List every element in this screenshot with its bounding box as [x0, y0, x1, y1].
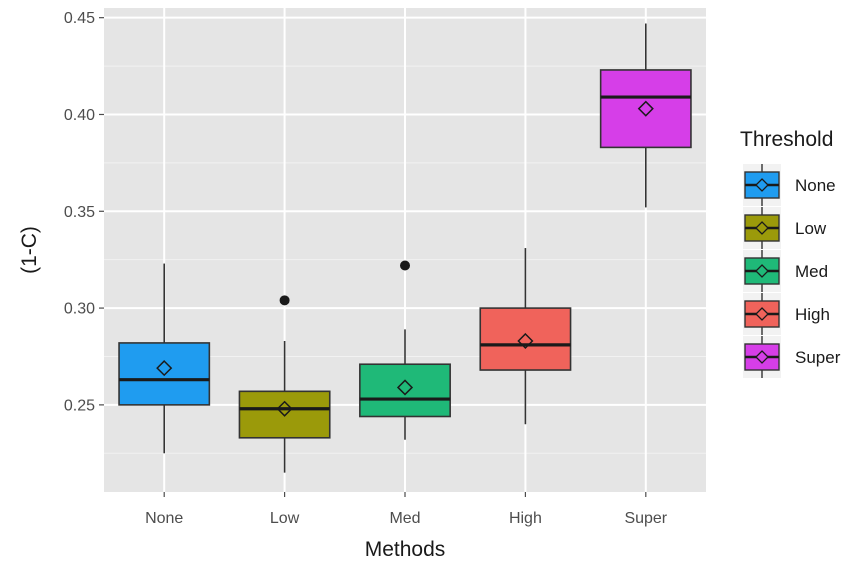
legend-item-med: Med	[743, 250, 828, 292]
legend-label: Med	[795, 262, 828, 281]
mean-marker	[517, 332, 534, 350]
box-iqr	[479, 307, 572, 371]
x-tick-label: Low	[270, 510, 300, 527]
outlier-point	[279, 295, 290, 306]
x-tick-label: None	[145, 510, 183, 527]
x-axis-title: Methods	[365, 538, 446, 561]
y-axis-title: (1-C)	[18, 226, 41, 274]
legend-item-super: Super	[743, 336, 841, 378]
mean-marker	[276, 400, 293, 417]
legend-key-mean	[755, 264, 769, 278]
box-high	[479, 248, 572, 425]
legend-key-mean	[755, 178, 769, 192]
legend: Threshold None Low Med High Super	[740, 128, 841, 378]
box-super	[599, 23, 692, 208]
legend-label: Super	[795, 348, 841, 367]
x-tick-label: Super	[624, 510, 667, 527]
legend-title: Threshold	[740, 128, 833, 151]
box-iqr	[359, 363, 451, 418]
mean-marker	[396, 379, 414, 396]
x-axis-ticks: None Low Med High Super	[145, 492, 668, 527]
legend-item-none: None	[743, 164, 836, 206]
y-tick-label: 0.30	[64, 301, 95, 318]
mean-marker	[637, 100, 654, 117]
y-tick-label: 0.35	[64, 204, 95, 221]
legend-label: High	[795, 305, 830, 324]
legend-item-high: High	[743, 293, 830, 335]
legend-key-mean	[755, 350, 769, 364]
y-tick-label: 0.45	[64, 10, 95, 27]
box-iqr	[118, 342, 211, 406]
box-none	[118, 263, 211, 454]
legend-key-mean	[755, 221, 769, 235]
x-tick-label: Med	[389, 510, 420, 527]
legend-label: None	[795, 176, 836, 195]
x-tick-label: High	[509, 510, 542, 527]
mean-marker	[156, 360, 173, 377]
legend-item-low: Low	[743, 207, 827, 249]
y-axis-ticks: 0.25 0.30 0.35 0.40 0.45	[64, 10, 104, 414]
box-low	[238, 295, 331, 473]
y-tick-label: 0.25	[64, 397, 95, 414]
box-iqr	[238, 390, 331, 439]
y-tick-label: 0.40	[64, 107, 95, 124]
legend-label: Low	[795, 219, 827, 238]
outlier-point	[400, 260, 410, 271]
legend-key-mean	[755, 307, 769, 321]
box-iqr	[599, 69, 692, 149]
box-series	[118, 23, 692, 473]
box-med	[359, 260, 451, 440]
